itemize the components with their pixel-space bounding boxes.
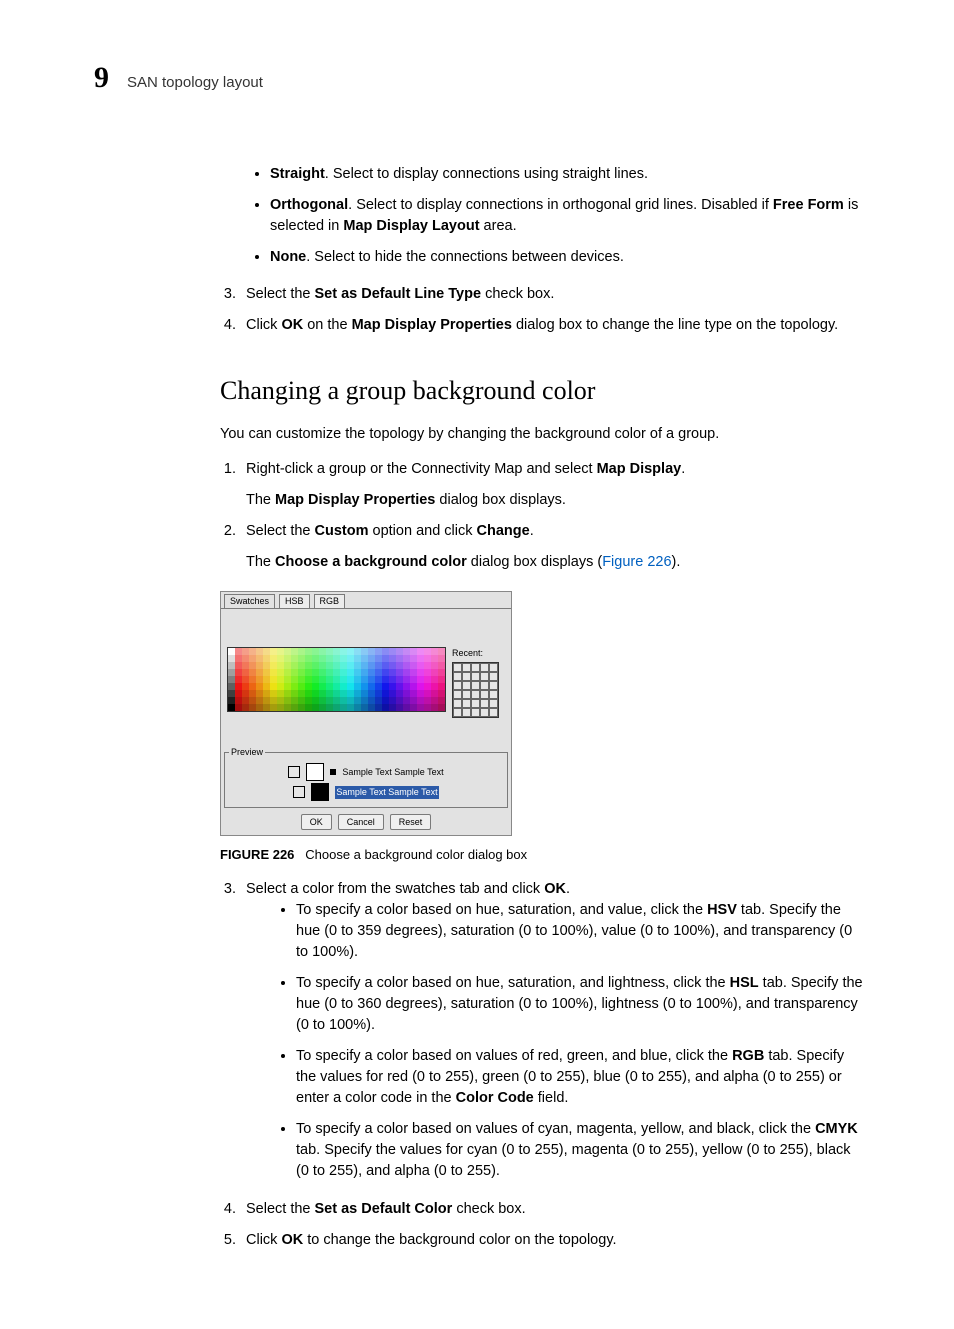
figure-caption: FIGURE 226 Choose a background color dia… xyxy=(220,846,866,865)
bgcolor-steps-1: Right-click a group or the Connectivity … xyxy=(220,459,866,573)
preview-swatch-dot xyxy=(330,769,336,775)
line-type-steps: Select the Set as Default Line Type chec… xyxy=(220,284,866,336)
cancel-button[interactable]: Cancel xyxy=(338,814,384,830)
list-item: To specify a color based on hue, saturat… xyxy=(296,900,866,963)
list-item: Select the Set as Default Line Type chec… xyxy=(240,284,866,305)
chapter-number: 9 xyxy=(94,56,109,100)
reset-button[interactable]: Reset xyxy=(390,814,432,830)
preview-swatch-medium xyxy=(306,763,324,781)
section-intro: You can customize the topology by changi… xyxy=(220,424,866,445)
tab-rgb[interactable]: RGB xyxy=(314,594,346,608)
figure-label: FIGURE 226 xyxy=(220,847,294,862)
recent-grid[interactable] xyxy=(452,662,499,718)
tab-swatches[interactable]: Swatches xyxy=(224,594,275,608)
list-item: Orthogonal. Select to display connection… xyxy=(270,195,866,237)
line-type-bullets: Straight. Select to display connections … xyxy=(220,164,866,268)
figure-226: Swatches HSB RGB Recent: Preview xyxy=(220,591,866,836)
list-item: Select the Custom option and click Chang… xyxy=(240,521,866,573)
list-item: Click OK to change the background color … xyxy=(240,1230,866,1251)
list-item: None. Select to hide the connections bet… xyxy=(270,247,866,268)
figure-link[interactable]: Figure 226 xyxy=(602,554,671,570)
preview-legend: Preview xyxy=(229,746,265,759)
list-item: To specify a color based on values of re… xyxy=(296,1046,866,1109)
running-title: SAN topology layout xyxy=(127,72,263,94)
preview-swatch-small xyxy=(288,766,300,778)
list-item: Straight. Select to display connections … xyxy=(270,164,866,185)
list-item: Select the Set as Default Color check bo… xyxy=(240,1199,866,1220)
tab-hsb[interactable]: HSB xyxy=(279,594,310,608)
recent-label: Recent: xyxy=(452,647,499,660)
bgcolor-steps-2: Select a color from the swatches tab and… xyxy=(220,879,866,1250)
running-header: 9 SAN topology layout xyxy=(94,56,866,100)
list-item: To specify a color based on hue, saturat… xyxy=(296,973,866,1036)
swatch-grid[interactable] xyxy=(227,647,446,712)
list-item: Right-click a group or the Connectivity … xyxy=(240,459,866,511)
preview-fieldset: Preview Sample Text Sample Text Sample T… xyxy=(224,746,508,808)
preview-sample-text-2: Sample Text Sample Text xyxy=(335,786,438,799)
list-item: Click OK on the Map Display Properties d… xyxy=(240,315,866,336)
figure-caption-text: Choose a background color dialog box xyxy=(305,847,527,862)
preview-sample-text: Sample Text Sample Text xyxy=(342,766,443,779)
list-item: To specify a color based on values of cy… xyxy=(296,1119,866,1182)
preview-swatch-medium-2 xyxy=(311,783,329,801)
section-heading: Changing a group background color xyxy=(220,372,866,410)
preview-swatch-small-2 xyxy=(293,786,305,798)
list-item: Select a color from the swatches tab and… xyxy=(240,879,866,1182)
ok-button[interactable]: OK xyxy=(301,814,332,830)
color-dialog: Swatches HSB RGB Recent: Preview xyxy=(220,591,512,836)
